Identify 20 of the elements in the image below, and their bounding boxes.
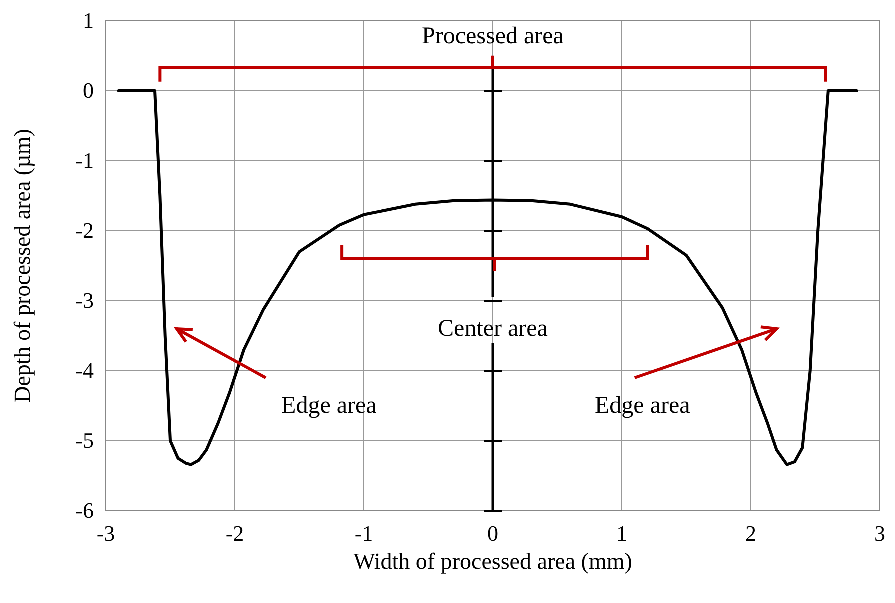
annotation: Edge area bbox=[282, 393, 378, 419]
x-tick-label: -1 bbox=[354, 521, 374, 546]
x-tick-label: 1 bbox=[616, 521, 628, 546]
annotation: Center area bbox=[438, 316, 548, 342]
y-tick-label: -1 bbox=[76, 148, 94, 173]
y-tick-label: 0 bbox=[83, 78, 94, 103]
y-tick-label: -3 bbox=[76, 288, 94, 313]
y-tick-label: 1 bbox=[83, 8, 94, 33]
y-tick-label: -4 bbox=[76, 358, 94, 383]
y-tick-label: -6 bbox=[76, 498, 94, 523]
y-tick-label: -2 bbox=[76, 218, 94, 243]
y-tick-label: -5 bbox=[76, 428, 94, 453]
annotation: Edge area bbox=[595, 393, 691, 419]
x-axis-title: Width of processed area (mm) bbox=[354, 549, 632, 574]
x-tick-label: 2 bbox=[746, 521, 756, 546]
x-tick-label: 0 bbox=[488, 521, 498, 546]
x-tick-label: 3 bbox=[874, 521, 886, 546]
annotation: Processed area bbox=[422, 23, 564, 50]
y-axis-title: Depth of processed area (µm) bbox=[10, 129, 35, 403]
x-tick-label: -2 bbox=[226, 521, 244, 546]
